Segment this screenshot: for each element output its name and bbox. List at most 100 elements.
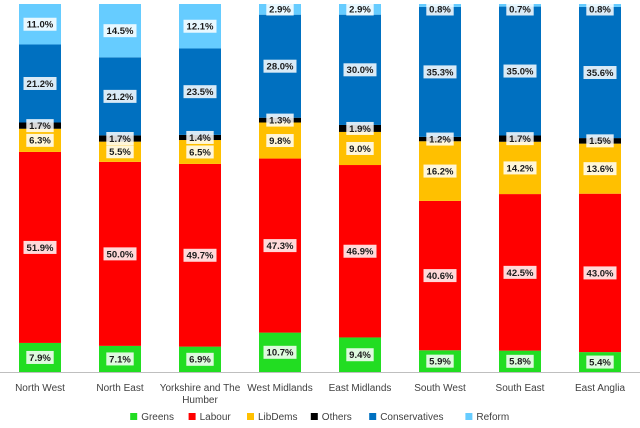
legend-swatch-reform — [465, 413, 473, 420]
data-label-conservatives-south-east: 35.0% — [507, 66, 534, 77]
data-label-bg — [186, 130, 214, 144]
data-label-bg — [26, 119, 54, 133]
data-label-greens-south-east: 5.8% — [509, 357, 531, 368]
category-label-east-anglia: East Anglia — [575, 383, 625, 394]
legend-label-reform: Reform — [476, 412, 509, 423]
data-label-bg — [346, 141, 374, 155]
legend-label-conservatives: Conservatives — [380, 412, 443, 423]
data-label-bg — [503, 265, 537, 279]
legend: Greens Labour LibDems Others Conservatives Re… — [130, 412, 509, 423]
data-label-labour-south-east: 42.5% — [507, 268, 534, 279]
data-label-bg — [503, 161, 537, 175]
category-label-north-east: North East — [96, 383, 143, 394]
bars-layer — [19, 4, 621, 372]
data-label-labour-east-midlands: 46.9% — [347, 247, 374, 258]
data-label-conservatives-yorkshire-and-the-humber: 23.5% — [187, 87, 214, 98]
data-label-libdems-south-east: 14.2% — [507, 163, 534, 174]
legend-label-greens: Greens — [141, 412, 174, 423]
data-label-reform-east-anglia: 0.8% — [589, 4, 611, 15]
data-label-bg — [426, 132, 454, 146]
data-label-greens-north-east: 7.1% — [109, 354, 131, 365]
data-label-libdems-east-anglia: 13.6% — [587, 164, 614, 175]
data-label-bg — [26, 133, 54, 147]
data-label-others-north-east: 1.7% — [109, 134, 131, 145]
data-label-bg — [586, 355, 614, 369]
data-label-labour-yorkshire-and-the-humber: 49.7% — [187, 251, 214, 262]
data-label-bg — [506, 132, 534, 146]
data-label-bg — [346, 121, 374, 135]
legend-swatch-labour — [188, 413, 196, 420]
data-label-labour-south-west: 40.6% — [427, 271, 454, 282]
data-label-others-east-midlands: 1.9% — [349, 124, 371, 135]
data-label-libdems-north-east: 5.5% — [109, 147, 131, 158]
data-label-bg — [426, 354, 454, 368]
legend-label-labour: Labour — [200, 412, 232, 423]
data-label-bg — [426, 2, 454, 16]
data-label-others-south-west: 1.2% — [429, 134, 451, 145]
data-label-bg — [183, 19, 217, 33]
data-label-bg — [506, 354, 534, 368]
data-label-bg — [186, 145, 214, 159]
data-label-libdems-west-midlands: 9.8% — [269, 136, 291, 147]
category-label-yorkshire-and-the-humber: Humber — [182, 395, 218, 406]
data-label-labour-west-midlands: 47.3% — [267, 241, 294, 252]
legend-swatch-libdems — [247, 413, 254, 420]
data-label-greens-east-anglia: 5.4% — [589, 357, 611, 368]
category-label-east-midlands: East Midlands — [329, 383, 392, 394]
data-label-bg — [183, 85, 217, 99]
data-label-bg — [583, 266, 617, 280]
data-label-reform-south-east: 0.7% — [509, 4, 531, 15]
data-label-reform-south-west: 0.8% — [429, 4, 451, 15]
data-label-bg — [103, 24, 137, 38]
data-label-bg — [186, 352, 214, 366]
data-label-reform-north-west: 11.0% — [27, 20, 54, 31]
data-label-bg — [263, 59, 297, 73]
data-label-reform-west-midlands: 2.9% — [269, 4, 291, 15]
category-labels: North West North East Yorkshire and TheHum… — [15, 383, 625, 406]
legend-swatch-conservatives — [369, 413, 377, 420]
data-label-bg — [23, 17, 57, 31]
data-label-bg — [26, 350, 54, 364]
data-label-bg — [506, 2, 534, 16]
data-label-bg — [266, 113, 294, 127]
data-label-bg — [346, 2, 374, 16]
data-label-greens-south-west: 5.9% — [429, 357, 451, 368]
data-label-conservatives-north-west: 21.2% — [27, 79, 54, 90]
data-label-bg — [106, 132, 134, 146]
data-label-bg — [106, 352, 134, 366]
data-label-bg — [103, 247, 137, 261]
data-label-libdems-yorkshire-and-the-humber: 6.5% — [189, 147, 211, 158]
data-label-bg — [583, 66, 617, 80]
data-label-greens-west-midlands: 10.7% — [267, 348, 294, 359]
data-label-bg — [263, 345, 297, 359]
data-label-conservatives-south-west: 35.3% — [427, 67, 454, 78]
data-label-bg — [423, 269, 457, 283]
data-label-reform-north-east: 14.5% — [107, 26, 134, 37]
data-label-conservatives-east-anglia: 35.6% — [587, 68, 614, 79]
legend-label-libdems: LibDems — [258, 412, 297, 423]
data-labels-layer: 7.9% 51.9% 6.3% 1.7% 21.2% 11.0% 7.1% 50.0% 5.5%… — [23, 2, 617, 369]
data-label-others-east-anglia: 1.5% — [589, 136, 611, 147]
data-label-others-yorkshire-and-the-humber: 1.4% — [189, 133, 211, 144]
data-label-bg — [106, 145, 134, 159]
data-label-libdems-east-midlands: 9.0% — [349, 144, 371, 155]
data-label-bg — [583, 162, 617, 176]
data-label-greens-yorkshire-and-the-humber: 6.9% — [189, 355, 211, 366]
data-label-bg — [103, 89, 137, 103]
data-label-bg — [586, 134, 614, 148]
data-label-bg — [266, 134, 294, 148]
category-label-yorkshire-and-the-humber: Yorkshire and The — [160, 383, 241, 394]
data-label-bg — [586, 2, 614, 16]
data-label-others-north-west: 1.7% — [29, 121, 51, 132]
data-label-greens-north-west: 7.9% — [29, 353, 51, 364]
category-label-west-midlands: West Midlands — [247, 383, 312, 394]
category-label-south-east: South East — [496, 383, 545, 394]
data-label-conservatives-west-midlands: 28.0% — [267, 62, 294, 73]
legend-swatch-greens — [130, 413, 138, 420]
data-label-reform-yorkshire-and-the-humber: 12.1% — [187, 22, 214, 33]
data-label-labour-north-west: 51.9% — [27, 243, 54, 254]
data-label-bg — [266, 2, 294, 16]
data-label-bg — [346, 348, 374, 362]
data-label-others-west-midlands: 1.3% — [269, 116, 291, 127]
